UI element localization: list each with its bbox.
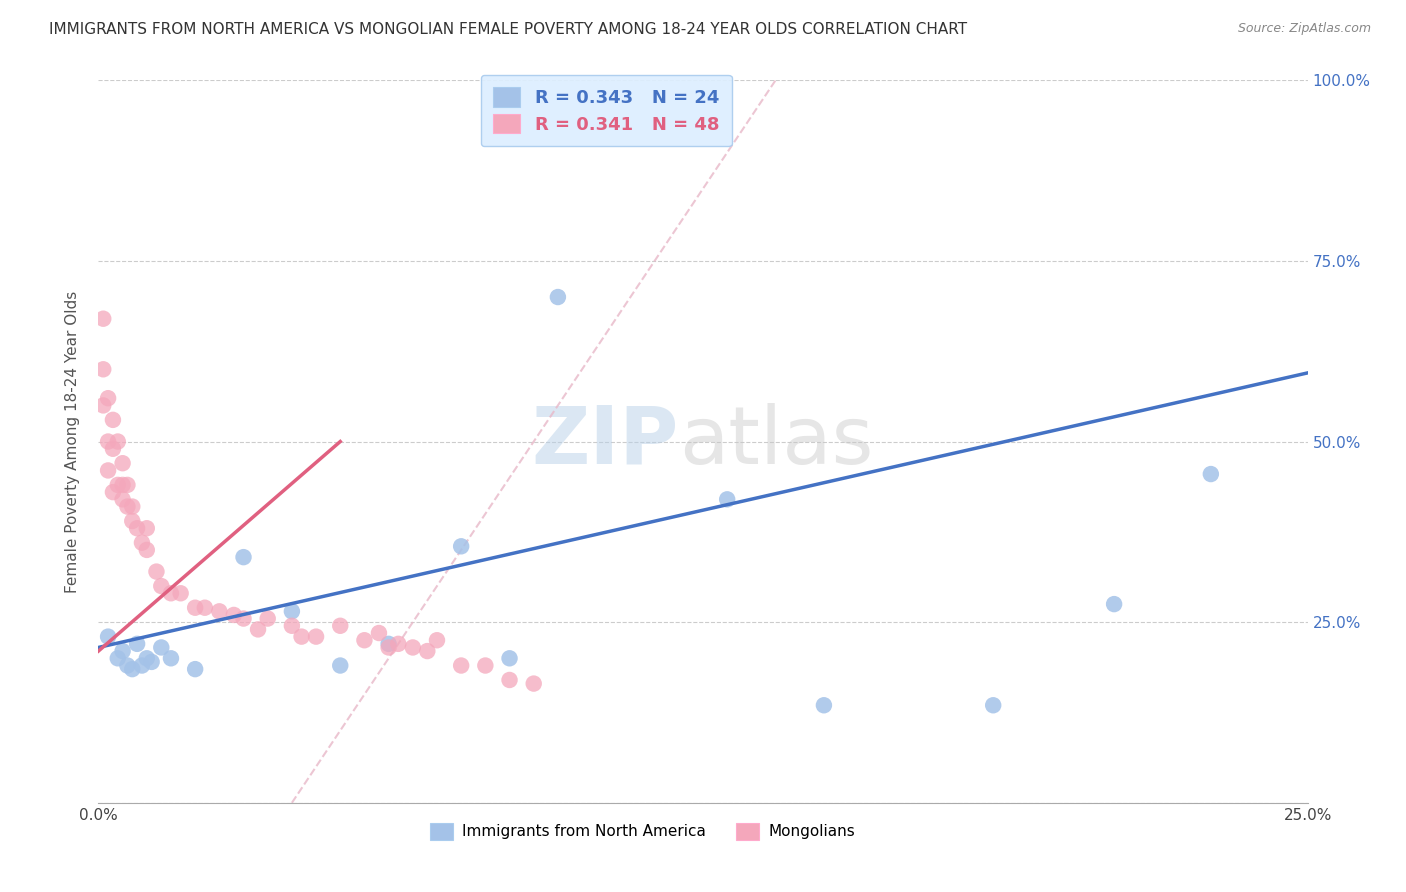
Point <box>368 626 391 640</box>
Point <box>416 644 439 658</box>
Point <box>377 640 399 655</box>
Point <box>450 658 472 673</box>
Point <box>91 398 114 412</box>
Point <box>194 600 217 615</box>
Point <box>107 651 129 665</box>
Point <box>121 662 143 676</box>
Point <box>117 478 139 492</box>
Text: atlas: atlas <box>679 402 873 481</box>
Point <box>111 456 134 470</box>
Point <box>97 630 120 644</box>
Point <box>222 607 245 622</box>
Point <box>1199 467 1222 481</box>
Text: Source: ZipAtlas.com: Source: ZipAtlas.com <box>1237 22 1371 36</box>
Point <box>474 658 496 673</box>
Point <box>160 586 183 600</box>
Point <box>281 619 304 633</box>
Legend: Immigrants from North America, Mongolians: Immigrants from North America, Mongolian… <box>423 817 862 846</box>
Point <box>184 662 207 676</box>
Point <box>97 434 120 449</box>
Text: ZIP: ZIP <box>531 402 679 481</box>
Point <box>121 500 143 514</box>
Point <box>232 611 254 625</box>
Point <box>127 521 149 535</box>
Point <box>290 630 312 644</box>
Point <box>813 698 835 713</box>
Point <box>150 579 173 593</box>
Point <box>117 500 139 514</box>
Point <box>247 623 270 637</box>
Point <box>121 514 143 528</box>
Point <box>387 637 409 651</box>
Point <box>256 611 278 625</box>
Point <box>91 311 114 326</box>
Point <box>135 542 157 557</box>
Point <box>208 604 231 618</box>
Point <box>107 434 129 449</box>
Point <box>150 640 173 655</box>
Point <box>1102 597 1125 611</box>
Point <box>523 676 546 690</box>
Point <box>101 442 124 456</box>
Point <box>498 651 520 665</box>
Point <box>450 539 472 553</box>
Point <box>716 492 738 507</box>
Point <box>135 651 157 665</box>
Point <box>101 485 124 500</box>
Point <box>498 673 520 687</box>
Y-axis label: Female Poverty Among 18-24 Year Olds: Female Poverty Among 18-24 Year Olds <box>65 291 80 592</box>
Point <box>169 586 191 600</box>
Point <box>101 413 124 427</box>
Point <box>377 637 399 651</box>
Point <box>97 463 120 477</box>
Point <box>160 651 183 665</box>
Point <box>97 391 120 405</box>
Point <box>127 637 149 651</box>
Point <box>353 633 375 648</box>
Point <box>281 604 304 618</box>
Point <box>329 658 352 673</box>
Point <box>141 655 163 669</box>
Point <box>305 630 328 644</box>
Point <box>131 535 153 549</box>
Point <box>426 633 449 648</box>
Text: IMMIGRANTS FROM NORTH AMERICA VS MONGOLIAN FEMALE POVERTY AMONG 18-24 YEAR OLDS : IMMIGRANTS FROM NORTH AMERICA VS MONGOLI… <box>49 22 967 37</box>
Point <box>131 658 153 673</box>
Point <box>184 600 207 615</box>
Point <box>117 658 139 673</box>
Point <box>111 644 134 658</box>
Point <box>111 492 134 507</box>
Point <box>91 362 114 376</box>
Point <box>547 290 569 304</box>
Point <box>111 478 134 492</box>
Point <box>107 478 129 492</box>
Point <box>145 565 167 579</box>
Point <box>981 698 1004 713</box>
Point <box>402 640 425 655</box>
Point <box>135 521 157 535</box>
Point <box>329 619 352 633</box>
Point <box>232 550 254 565</box>
